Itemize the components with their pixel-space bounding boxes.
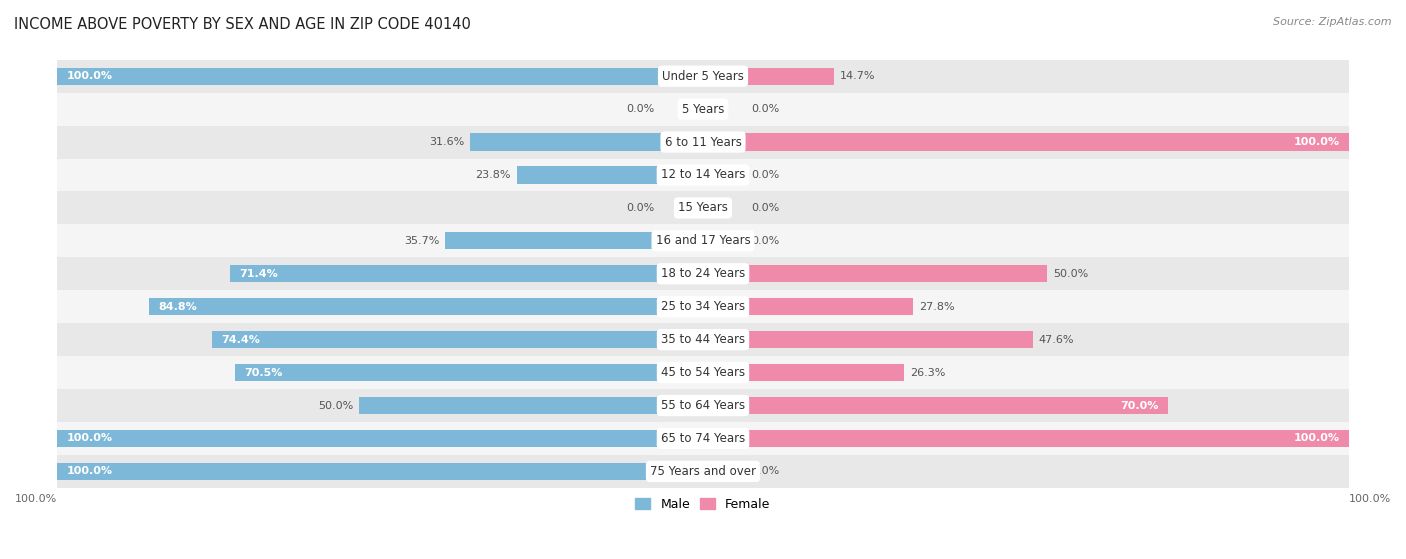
Bar [58, 356, 1348, 389]
Bar [58, 422, 1348, 455]
Bar [745, 364, 904, 381]
Text: 100.0%: 100.0% [66, 71, 112, 81]
Text: Under 5 Years: Under 5 Years [662, 70, 744, 83]
Bar [212, 331, 661, 348]
Text: 50.0%: 50.0% [318, 401, 353, 410]
Bar [229, 265, 661, 282]
Text: 55 to 64 Years: 55 to 64 Years [661, 399, 745, 412]
Text: 0.0%: 0.0% [751, 466, 779, 476]
Text: 0.0%: 0.0% [627, 104, 655, 114]
Text: 26.3%: 26.3% [910, 368, 945, 377]
Text: 0.0%: 0.0% [751, 236, 779, 246]
Text: Source: ZipAtlas.com: Source: ZipAtlas.com [1274, 17, 1392, 27]
Text: 65 to 74 Years: 65 to 74 Years [661, 432, 745, 445]
Text: 84.8%: 84.8% [157, 302, 197, 312]
Text: 47.6%: 47.6% [1039, 335, 1074, 345]
Text: 27.8%: 27.8% [920, 302, 955, 312]
Text: 100.0%: 100.0% [15, 495, 58, 504]
Bar [58, 257, 1348, 290]
Text: 31.6%: 31.6% [429, 137, 464, 147]
Bar [58, 191, 1348, 224]
Text: 35.7%: 35.7% [404, 236, 439, 246]
Legend: Male, Female: Male, Female [630, 493, 776, 516]
Text: 35 to 44 Years: 35 to 44 Years [661, 333, 745, 346]
Text: 0.0%: 0.0% [627, 203, 655, 213]
Bar [58, 455, 1348, 488]
Text: 71.4%: 71.4% [239, 269, 277, 279]
Text: 74.4%: 74.4% [221, 335, 260, 345]
Text: 5 Years: 5 Years [682, 103, 724, 116]
Text: 0.0%: 0.0% [751, 170, 779, 180]
Text: 12 to 14 Years: 12 to 14 Years [661, 168, 745, 182]
Bar [58, 290, 1348, 323]
Bar [58, 126, 1348, 159]
Text: 50.0%: 50.0% [1053, 269, 1088, 279]
Text: 0.0%: 0.0% [751, 104, 779, 114]
Text: 100.0%: 100.0% [66, 433, 112, 443]
Text: 18 to 24 Years: 18 to 24 Years [661, 267, 745, 280]
Bar [58, 60, 1348, 93]
Text: 16 and 17 Years: 16 and 17 Years [655, 234, 751, 248]
Text: 75 Years and over: 75 Years and over [650, 465, 756, 478]
Bar [58, 430, 661, 447]
Text: 15 Years: 15 Years [678, 201, 728, 215]
Bar [58, 68, 661, 85]
Bar [745, 134, 1348, 150]
Bar [58, 463, 661, 480]
Text: 23.8%: 23.8% [475, 170, 512, 180]
Bar [58, 93, 1348, 126]
Bar [58, 389, 1348, 422]
Text: 25 to 34 Years: 25 to 34 Years [661, 300, 745, 313]
Bar [58, 159, 1348, 191]
Bar [235, 364, 661, 381]
Bar [745, 68, 834, 85]
Text: 100.0%: 100.0% [1348, 495, 1391, 504]
Text: 45 to 54 Years: 45 to 54 Years [661, 366, 745, 379]
Bar [745, 331, 1032, 348]
Bar [470, 134, 661, 150]
Bar [58, 323, 1348, 356]
Text: 14.7%: 14.7% [839, 71, 876, 81]
Text: 100.0%: 100.0% [1294, 433, 1340, 443]
Text: 70.5%: 70.5% [245, 368, 283, 377]
Bar [359, 397, 661, 414]
Bar [58, 224, 1348, 257]
Bar [745, 397, 1168, 414]
Bar [745, 298, 912, 315]
Text: INCOME ABOVE POVERTY BY SEX AND AGE IN ZIP CODE 40140: INCOME ABOVE POVERTY BY SEX AND AGE IN Z… [14, 17, 471, 32]
Bar [149, 298, 661, 315]
Text: 100.0%: 100.0% [1294, 137, 1340, 147]
Text: 0.0%: 0.0% [751, 203, 779, 213]
Bar [745, 265, 1047, 282]
Bar [446, 233, 661, 249]
Bar [745, 430, 1348, 447]
Text: 6 to 11 Years: 6 to 11 Years [665, 135, 741, 149]
Text: 100.0%: 100.0% [66, 466, 112, 476]
Text: 70.0%: 70.0% [1121, 401, 1159, 410]
Bar [517, 167, 661, 183]
